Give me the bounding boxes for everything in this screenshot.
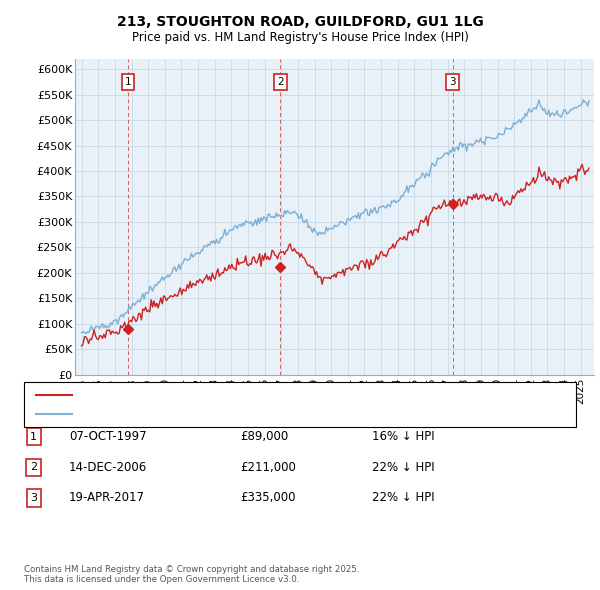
Text: 07-OCT-1997: 07-OCT-1997: [69, 430, 146, 443]
Text: 3: 3: [30, 493, 37, 503]
Text: 1: 1: [30, 432, 37, 441]
Text: 2: 2: [277, 77, 284, 87]
Text: Price paid vs. HM Land Registry's House Price Index (HPI): Price paid vs. HM Land Registry's House …: [131, 31, 469, 44]
Text: £89,000: £89,000: [240, 430, 288, 443]
Text: 16% ↓ HPI: 16% ↓ HPI: [372, 430, 434, 443]
Text: 1: 1: [124, 77, 131, 87]
Text: Contains HM Land Registry data © Crown copyright and database right 2025.
This d: Contains HM Land Registry data © Crown c…: [24, 565, 359, 584]
Text: 213, STOUGHTON ROAD, GUILDFORD, GU1 1LG: 213, STOUGHTON ROAD, GUILDFORD, GU1 1LG: [116, 15, 484, 30]
Text: £335,000: £335,000: [240, 491, 296, 504]
Text: 213, STOUGHTON ROAD, GUILDFORD, GU1 1LG (semi-detached house): 213, STOUGHTON ROAD, GUILDFORD, GU1 1LG …: [78, 391, 449, 400]
Text: 22% ↓ HPI: 22% ↓ HPI: [372, 491, 434, 504]
Text: 2: 2: [30, 463, 37, 472]
Text: 22% ↓ HPI: 22% ↓ HPI: [372, 461, 434, 474]
Text: 14-DEC-2006: 14-DEC-2006: [69, 461, 147, 474]
Text: £211,000: £211,000: [240, 461, 296, 474]
Text: 3: 3: [449, 77, 456, 87]
Text: 19-APR-2017: 19-APR-2017: [69, 491, 145, 504]
Text: HPI: Average price, semi-detached house, Guildford: HPI: Average price, semi-detached house,…: [78, 409, 348, 418]
